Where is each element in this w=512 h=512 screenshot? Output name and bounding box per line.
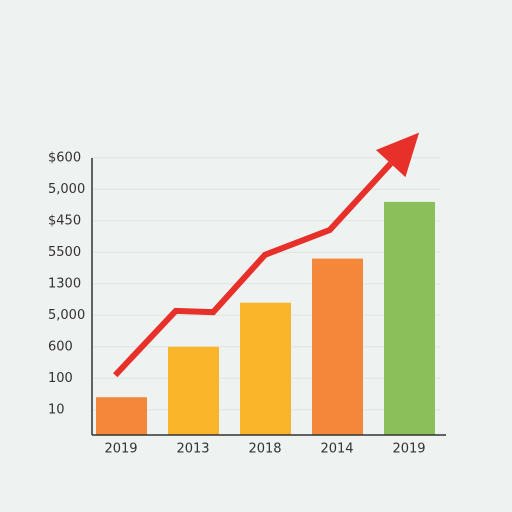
y-tick-label: 1300	[48, 276, 81, 291]
y-tick-label: $600	[48, 150, 81, 165]
y-tick-label: 5,000	[48, 308, 85, 323]
trend-line	[113, 161, 393, 378]
y-tick-label: 600	[48, 339, 73, 354]
x-tick-label: 2013	[176, 442, 209, 457]
bar	[96, 397, 147, 435]
x-tick-label: 2014	[320, 442, 353, 457]
bar	[312, 258, 363, 435]
x-tick-label: 2019	[104, 442, 137, 457]
bar	[384, 201, 435, 435]
y-tick-label: 10	[48, 402, 65, 417]
y-tick-label: 5500	[48, 245, 81, 260]
x-tick-label: 2018	[248, 442, 281, 457]
x-tick-label: 2019	[392, 442, 425, 457]
bar	[240, 302, 291, 435]
bar	[168, 346, 219, 435]
trend-arrowhead	[375, 132, 420, 178]
y-tick-label: 5,000	[48, 182, 85, 197]
y-tick-label: $450	[48, 213, 81, 228]
y-tick-label: 100	[48, 371, 73, 386]
